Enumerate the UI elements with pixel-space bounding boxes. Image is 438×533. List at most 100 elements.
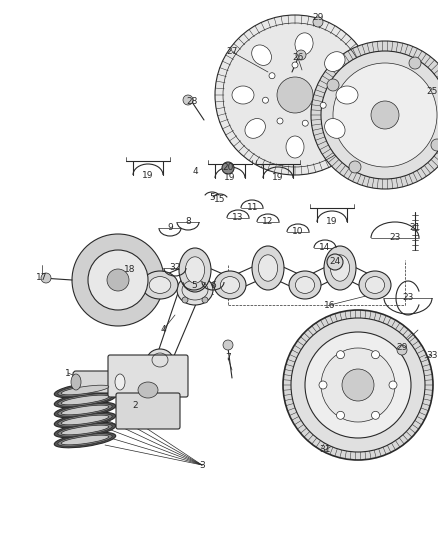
Text: 28: 28 — [186, 98, 198, 107]
Circle shape — [313, 17, 323, 27]
Text: 27: 27 — [226, 47, 238, 56]
Text: 32: 32 — [170, 263, 181, 272]
Text: 15: 15 — [214, 196, 226, 205]
Ellipse shape — [245, 118, 265, 138]
Circle shape — [88, 250, 148, 310]
Text: 19: 19 — [142, 171, 154, 180]
Text: 23: 23 — [389, 233, 401, 243]
Circle shape — [296, 50, 306, 60]
Text: 7: 7 — [225, 353, 231, 362]
Ellipse shape — [61, 425, 109, 435]
Ellipse shape — [58, 434, 112, 446]
Ellipse shape — [115, 374, 125, 390]
Circle shape — [202, 297, 208, 303]
Ellipse shape — [61, 415, 109, 425]
Ellipse shape — [138, 382, 158, 398]
Text: 18: 18 — [124, 265, 136, 274]
Ellipse shape — [324, 246, 356, 290]
Circle shape — [72, 234, 164, 326]
Text: 10: 10 — [292, 228, 304, 237]
Circle shape — [41, 273, 51, 283]
Circle shape — [277, 118, 283, 124]
Text: 8: 8 — [185, 217, 191, 227]
Ellipse shape — [58, 384, 112, 396]
Text: 14: 14 — [319, 244, 331, 253]
Ellipse shape — [295, 33, 313, 55]
Ellipse shape — [185, 257, 205, 283]
Circle shape — [319, 381, 327, 389]
Circle shape — [305, 332, 411, 438]
Text: 29: 29 — [396, 343, 408, 352]
Circle shape — [336, 411, 345, 419]
Text: 12: 12 — [262, 217, 274, 227]
Ellipse shape — [54, 392, 116, 408]
Text: 16: 16 — [324, 301, 336, 310]
Circle shape — [371, 351, 379, 359]
Ellipse shape — [325, 52, 345, 71]
Ellipse shape — [214, 271, 246, 299]
Ellipse shape — [54, 402, 116, 418]
Circle shape — [371, 101, 399, 129]
Ellipse shape — [325, 118, 345, 138]
Text: 5: 5 — [209, 193, 215, 203]
Circle shape — [311, 41, 438, 189]
Text: 6: 6 — [210, 280, 216, 289]
Circle shape — [292, 62, 298, 68]
Ellipse shape — [54, 422, 116, 438]
Text: 23: 23 — [403, 294, 413, 303]
Circle shape — [336, 351, 345, 359]
Text: 4: 4 — [192, 167, 198, 176]
Ellipse shape — [179, 248, 211, 292]
Ellipse shape — [286, 136, 304, 158]
Ellipse shape — [177, 275, 213, 305]
Ellipse shape — [359, 271, 391, 299]
Circle shape — [389, 381, 397, 389]
Text: 13: 13 — [232, 214, 244, 222]
Ellipse shape — [61, 405, 109, 415]
Circle shape — [277, 77, 313, 113]
Circle shape — [333, 63, 437, 167]
Ellipse shape — [61, 385, 109, 395]
Text: 1: 1 — [65, 368, 71, 377]
Ellipse shape — [142, 271, 178, 299]
Text: 24: 24 — [329, 257, 341, 266]
Circle shape — [302, 120, 308, 126]
Circle shape — [409, 57, 421, 69]
Circle shape — [262, 97, 268, 103]
Circle shape — [269, 72, 275, 79]
Circle shape — [283, 310, 433, 460]
Text: 20: 20 — [223, 164, 234, 173]
Ellipse shape — [258, 255, 278, 281]
Text: 19: 19 — [224, 174, 236, 182]
Ellipse shape — [61, 435, 109, 445]
Text: 11: 11 — [247, 204, 259, 213]
Ellipse shape — [252, 45, 272, 66]
Ellipse shape — [54, 382, 116, 398]
Circle shape — [349, 161, 361, 173]
Ellipse shape — [330, 255, 350, 281]
Ellipse shape — [289, 271, 321, 299]
Text: 33: 33 — [426, 351, 438, 359]
Circle shape — [327, 79, 339, 91]
Circle shape — [223, 340, 233, 350]
Circle shape — [327, 254, 343, 270]
Ellipse shape — [220, 277, 240, 293]
Text: 19: 19 — [326, 217, 338, 227]
FancyBboxPatch shape — [116, 393, 180, 429]
Text: 3: 3 — [199, 461, 205, 470]
Circle shape — [397, 345, 407, 355]
Text: 17: 17 — [36, 273, 48, 282]
Ellipse shape — [149, 277, 171, 293]
Ellipse shape — [365, 277, 385, 293]
Ellipse shape — [54, 432, 116, 448]
Circle shape — [342, 369, 374, 401]
Circle shape — [291, 318, 425, 452]
Ellipse shape — [336, 86, 358, 104]
Ellipse shape — [61, 395, 109, 405]
Circle shape — [215, 15, 375, 175]
Circle shape — [371, 411, 379, 419]
Circle shape — [321, 348, 395, 422]
FancyBboxPatch shape — [108, 355, 188, 397]
Ellipse shape — [71, 374, 81, 390]
Circle shape — [107, 269, 129, 291]
